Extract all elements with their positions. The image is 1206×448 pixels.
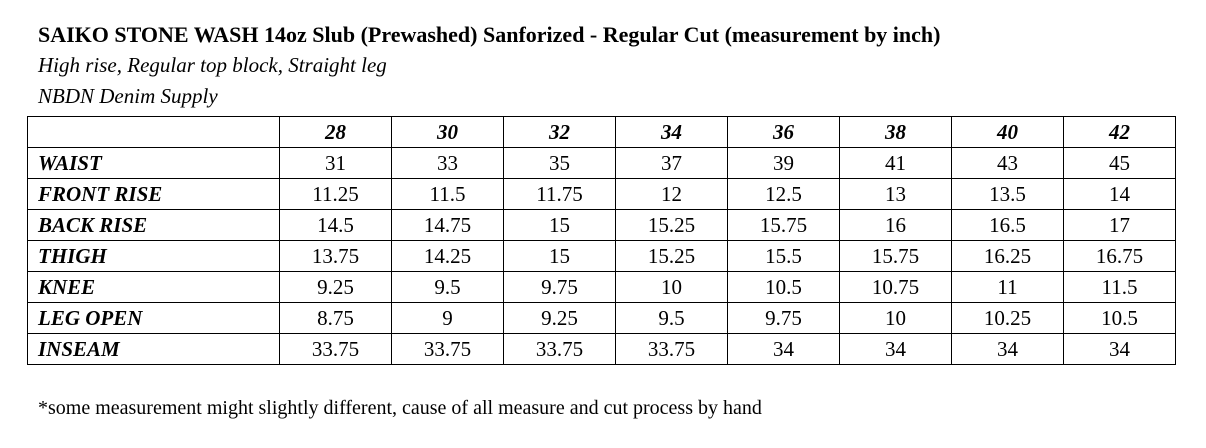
cell: 8.75: [279, 302, 392, 334]
cell: 10.25: [951, 302, 1064, 334]
row: LEG OPEN 8.75 9 9.25 9.5 9.75 10 10.25 10.5: [27, 302, 1176, 334]
size-header: 38: [839, 116, 952, 148]
size-header: 32: [503, 116, 616, 148]
cell: 15.5: [727, 240, 840, 272]
size-header: 28: [279, 116, 392, 148]
cell: 11: [951, 271, 1064, 303]
size-header: 34: [615, 116, 728, 148]
size-table: 28 30 32 34 36 38 40 42 WAIST 31 33 35 37 39 41 43 45 FRO…: [27, 116, 1176, 365]
cell: 15.25: [615, 209, 728, 241]
footnote: *some measurement might slightly differe…: [38, 397, 762, 419]
cell: 11.5: [1063, 271, 1176, 303]
cell: 43: [951, 147, 1064, 179]
corner-cell: [27, 116, 280, 148]
cell: 9.5: [615, 302, 728, 334]
row: KNEE 9.25 9.5 9.75 10 10.5 10.75 11 11.5: [27, 271, 1176, 303]
cell: 14.5: [279, 209, 392, 241]
cell: 34: [727, 333, 840, 365]
cell: 33.75: [391, 333, 504, 365]
cell: 33.75: [615, 333, 728, 365]
cell: 13.5: [951, 178, 1064, 210]
cell: 33.75: [279, 333, 392, 365]
row-label: THIGH: [27, 240, 280, 272]
cell: 15.75: [727, 209, 840, 241]
cell: 14: [1063, 178, 1176, 210]
cell: 14.25: [391, 240, 504, 272]
cell: 13: [839, 178, 952, 210]
cell: 13.75: [279, 240, 392, 272]
cell: 45: [1063, 147, 1176, 179]
cell: 15: [503, 240, 616, 272]
row-label: LEG OPEN: [27, 302, 280, 334]
cell: 10: [839, 302, 952, 334]
row: FRONT RISE 11.25 11.5 11.75 12 12.5 13 13.5 14: [27, 178, 1176, 210]
row-label: INSEAM: [27, 333, 280, 365]
cell: 12: [615, 178, 728, 210]
row: THIGH 13.75 14.25 15 15.25 15.5 15.75 16.25 16.7…: [27, 240, 1176, 272]
cell: 16: [839, 209, 952, 241]
cell: 12.5: [727, 178, 840, 210]
cell: 17: [1063, 209, 1176, 241]
cell: 16.25: [951, 240, 1064, 272]
size-header: 36: [727, 116, 840, 148]
cell: 10: [615, 271, 728, 303]
cell: 31: [279, 147, 392, 179]
cell: 11.25: [279, 178, 392, 210]
cell: 16.75: [1063, 240, 1176, 272]
cell: 15.25: [615, 240, 728, 272]
row-label: KNEE: [27, 271, 280, 303]
cell: 15: [503, 209, 616, 241]
cell: 34: [951, 333, 1064, 365]
row: WAIST 31 33 35 37 39 41 43 45: [27, 147, 1176, 179]
title: SAIKO STONE WASH 14oz Slub (Prewashed) S…: [38, 22, 941, 47]
cell: 10.5: [1063, 302, 1176, 334]
brand: NBDN Denim Supply: [38, 84, 218, 108]
header-row: 28 30 32 34 36 38 40 42: [27, 116, 1176, 148]
row-label: FRONT RISE: [27, 178, 280, 210]
cell: 35: [503, 147, 616, 179]
cell: 9.75: [727, 302, 840, 334]
cell: 33.75: [503, 333, 616, 365]
cell: 11.75: [503, 178, 616, 210]
cell: 10.75: [839, 271, 952, 303]
cell: 33: [391, 147, 504, 179]
cell: 41: [839, 147, 952, 179]
cell: 39: [727, 147, 840, 179]
size-header: 30: [391, 116, 504, 148]
cell: 16.5: [951, 209, 1064, 241]
size-header: 42: [1063, 116, 1176, 148]
cell: 9: [391, 302, 504, 334]
cell: 9.75: [503, 271, 616, 303]
row-label: BACK RISE: [27, 209, 280, 241]
cell: 10.5: [727, 271, 840, 303]
cell: 11.5: [391, 178, 504, 210]
cell: 9.5: [391, 271, 504, 303]
size-header: 40: [951, 116, 1064, 148]
cell: 34: [1063, 333, 1176, 365]
cell: 34: [839, 333, 952, 365]
row: BACK RISE 14.5 14.75 15 15.25 15.75 16 16.5 17: [27, 209, 1176, 241]
cell: 9.25: [503, 302, 616, 334]
cell: 14.75: [391, 209, 504, 241]
cell: 37: [615, 147, 728, 179]
cell: 9.25: [279, 271, 392, 303]
row: INSEAM 33.75 33.75 33.75 33.75 34 34 34 34: [27, 333, 1176, 365]
subtitle: High rise, Regular top block, Straight l…: [38, 53, 387, 77]
cell: 15.75: [839, 240, 952, 272]
row-label: WAIST: [27, 147, 280, 179]
